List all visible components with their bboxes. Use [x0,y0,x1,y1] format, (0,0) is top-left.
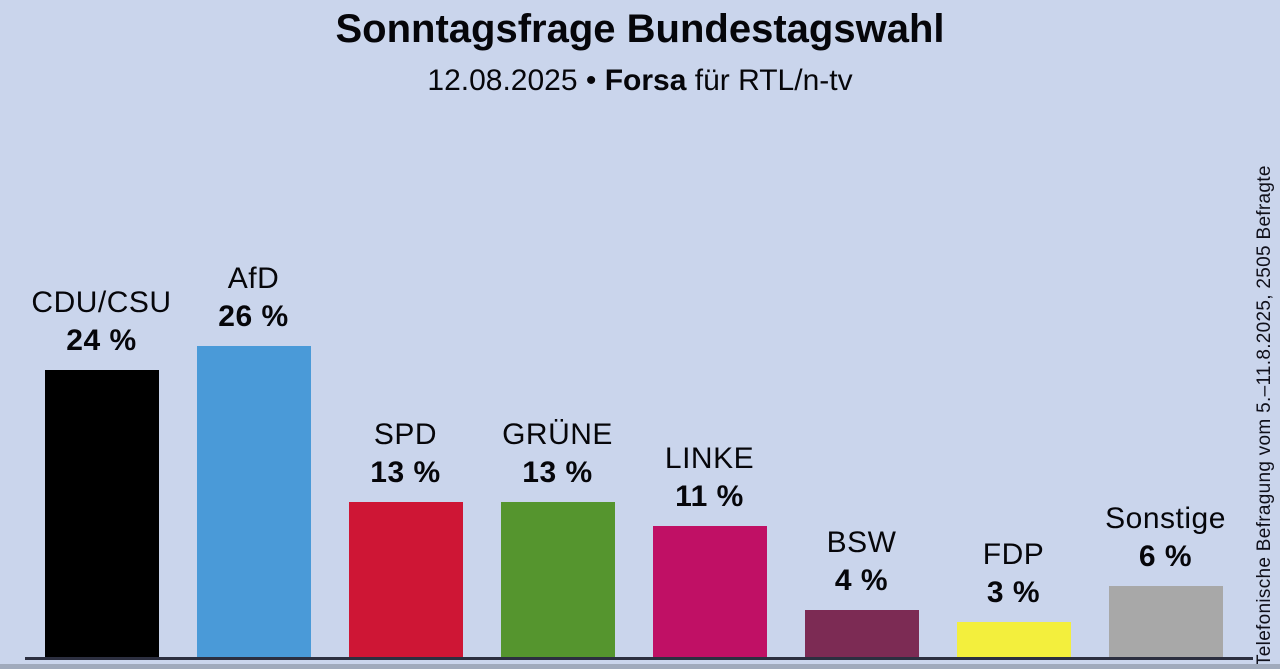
bar-spd [348,502,463,658]
subtitle-date: 12.08.2025 • [427,64,605,97]
bar-label-sonstige: Sonstige 6 % [1105,500,1226,576]
bar-grüne [500,502,615,658]
bar-label-spd: SPD 13 % [370,416,440,492]
x-axis-line [25,657,1253,660]
bar-linke [652,526,767,658]
bar-label-afd: AfD 26 % [218,260,288,336]
chart-title: Sonntagsfrage Bundestagswahl [335,7,945,51]
bar-afd [196,346,311,658]
bar-value-label: 24 % [66,324,137,357]
bar-label-fdp: FDP 3 % [983,536,1045,612]
subtitle-client: für RTL/n-tv [686,64,853,97]
bar-sonstige [1108,586,1223,658]
bar-category-label: BSW [826,526,897,559]
bar-category-label: FDP [982,538,1045,571]
bar-label-bsw: BSW 4 % [827,524,897,600]
bar-value-label: 13 % [370,456,441,489]
bar-category-label: LINKE [664,442,755,475]
bar-label-cdu-csu: CDU/CSU 24 % [31,284,171,360]
bar-category-label: AfD [227,262,280,295]
bar-category-label: SPD [373,418,438,451]
bottom-border [0,664,1280,669]
bar-label-linke: LINKE 11 % [665,440,754,516]
bar-value-label: 13 % [522,456,593,489]
bar-label-grüne: GRÜNE 13 % [502,416,613,492]
bar-category-label: Sonstige [1105,502,1226,535]
bar-value-label: 3 % [986,576,1041,609]
bar-value-label: 6 % [1138,540,1193,573]
bar-value-label: 26 % [218,300,289,333]
bar-cdu-csu [44,370,159,658]
bar-value-label: 4 % [834,564,889,597]
bar-category-label: GRÜNE [502,418,613,451]
bar-category-label: CDU/CSU [31,286,172,319]
bar-value-label: 11 % [675,480,744,513]
bar-bsw [804,610,919,658]
chart-subtitle: 12.08.2025 • Forsa für RTL/n-tv [0,62,1280,100]
subtitle-source: Forsa [604,64,687,97]
bar-fdp [956,622,1071,658]
survey-method-note: Telefonische Befragung vom 5.–11.8.2025,… [1254,165,1275,666]
